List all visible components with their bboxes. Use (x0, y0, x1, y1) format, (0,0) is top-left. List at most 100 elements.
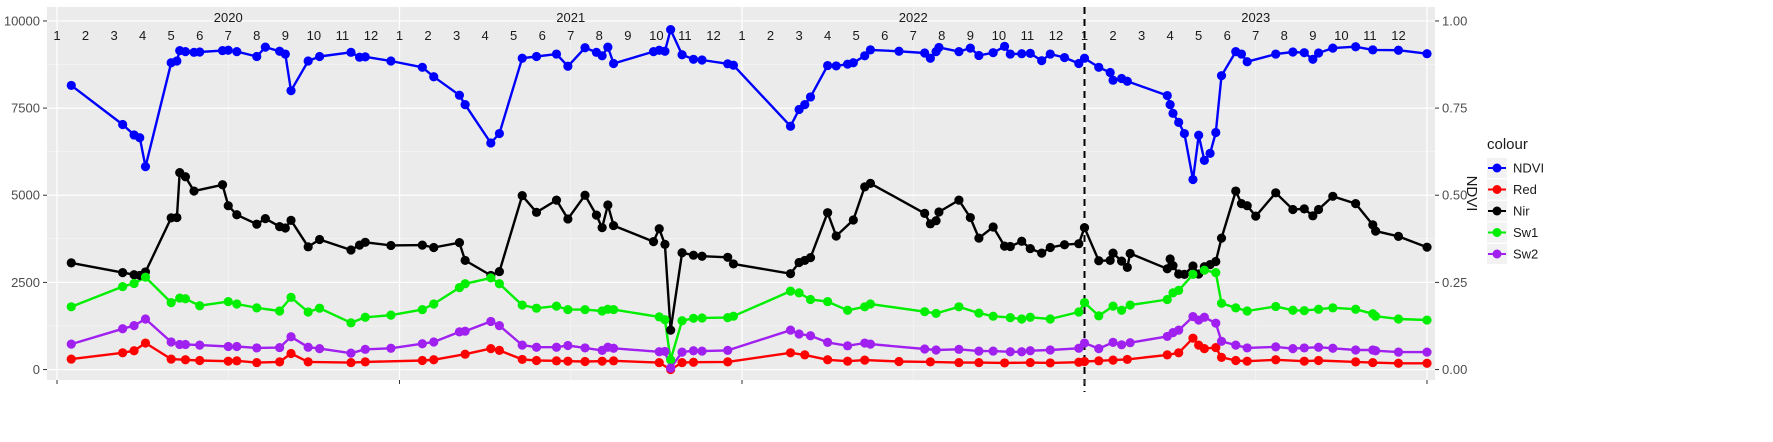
point-ndvi (603, 42, 613, 52)
month-label: 2 (1109, 28, 1116, 43)
point-sw2 (531, 342, 542, 352)
point-sw2 (660, 346, 670, 357)
point-ndvi (531, 51, 542, 62)
point-sw2 (1313, 342, 1324, 352)
point-sw1 (823, 296, 833, 307)
point-ndvi (805, 92, 816, 102)
y-axis-left: 0 2500 5000 7500 10000 (4, 13, 47, 377)
point-ndvi (1242, 57, 1252, 67)
point-ndvi (697, 55, 707, 65)
point-sw1 (1117, 305, 1127, 315)
point-ndvi (1108, 75, 1118, 85)
legend-key-point (1492, 185, 1502, 194)
point-ndvi (360, 52, 370, 62)
point-ndvi (1308, 54, 1318, 64)
point-sw2 (1174, 325, 1184, 335)
point-sw1 (1231, 303, 1241, 313)
y-right-tick-label: 1.00 (1442, 13, 1467, 28)
month-label: 1 (53, 28, 60, 43)
point-sw1 (974, 308, 984, 318)
point-ndvi (831, 61, 841, 71)
point-sw1 (531, 303, 542, 313)
point-red (1242, 356, 1252, 366)
point-sw1 (1174, 285, 1184, 296)
point-ndvi (999, 41, 1010, 51)
point-nir (1005, 241, 1015, 252)
point-sw2 (1371, 346, 1381, 356)
point-sw1 (417, 304, 427, 315)
point-red (688, 357, 699, 367)
x-axis-bottom (56, 380, 1428, 384)
point-sw1 (697, 313, 707, 323)
point-nir (1074, 239, 1084, 249)
month-label: 9 (624, 28, 631, 43)
point-ndvi (1045, 49, 1055, 59)
point-sw2 (974, 346, 984, 356)
legend-key-point (1492, 163, 1502, 173)
month-label: 3 (453, 28, 460, 43)
point-sw1 (805, 294, 816, 305)
series-line-ndvi (70, 28, 1428, 181)
year-label: 2021 (556, 10, 585, 25)
point-red (66, 354, 76, 364)
point-red (1211, 342, 1221, 353)
point-red (118, 348, 128, 358)
point-ndvi (1271, 49, 1281, 59)
point-red (1025, 357, 1035, 368)
point-sw1 (1216, 298, 1227, 308)
month-label: 1 (396, 28, 403, 43)
point-nir (460, 255, 470, 266)
month-label: 10 (992, 28, 1006, 43)
month-label: 4 (482, 28, 489, 43)
point-sw1 (988, 311, 998, 321)
point-sw2 (252, 343, 262, 353)
point-ndvi (608, 58, 619, 69)
point-sw2 (843, 341, 853, 351)
point-sw2 (166, 337, 176, 347)
point-red (140, 338, 151, 348)
point-ndvi (486, 138, 496, 148)
point-red (1079, 356, 1090, 367)
point-nir (1025, 243, 1035, 254)
point-red (486, 344, 496, 354)
point-sw1 (286, 292, 296, 302)
point-ndvi (195, 47, 205, 57)
point-sw2 (954, 344, 964, 354)
point-red (1299, 356, 1309, 366)
point-ndvi (823, 60, 833, 71)
month-label: 7 (910, 28, 917, 43)
point-sw2 (1216, 336, 1227, 346)
point-nir (1308, 211, 1318, 221)
legend-label: Sw1 (1513, 225, 1538, 240)
month-label: 4 (139, 28, 146, 43)
point-nir (965, 212, 975, 223)
point-red (677, 357, 687, 368)
point-sw1 (66, 302, 76, 312)
point-ndvi (688, 54, 699, 64)
point-red (1188, 333, 1198, 343)
month-label: 5 (853, 28, 860, 43)
point-ndvi (1199, 155, 1209, 165)
point-nir (823, 208, 833, 218)
point-ndvi (140, 162, 151, 172)
point-red (580, 356, 590, 367)
point-sw2 (232, 341, 242, 352)
point-nir (831, 231, 841, 241)
point-sw1 (180, 294, 191, 304)
point-nir (1242, 201, 1252, 211)
point-sw1 (1351, 304, 1361, 314)
point-ndvi (286, 86, 296, 96)
point-red (494, 345, 504, 355)
month-label: 10 (307, 28, 321, 43)
point-red (954, 357, 964, 368)
point-ndvi (1205, 148, 1215, 159)
point-sw1 (1211, 268, 1221, 278)
point-nir (688, 250, 699, 260)
point-ndvi (280, 49, 290, 59)
y-left-tick-label: 0 (33, 362, 40, 377)
point-red (1108, 355, 1118, 365)
point-red (1174, 348, 1184, 358)
point-sw1 (386, 310, 396, 320)
point-red (1351, 357, 1361, 367)
point-ndvi (314, 51, 325, 62)
